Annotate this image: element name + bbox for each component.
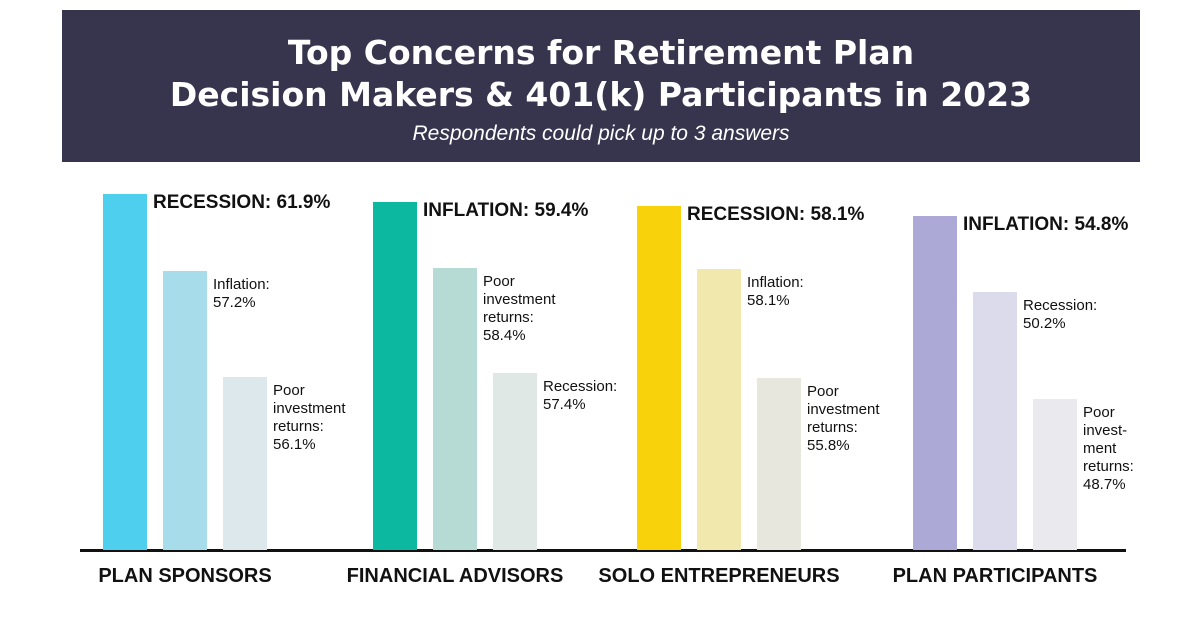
data-label: Inflation: 58.1% — [747, 273, 804, 309]
chart-header: Top Concerns for Retirement Plan Decisio… — [62, 10, 1140, 162]
data-label: INFLATION: 54.8% — [963, 213, 1129, 235]
data-label: Poor invest- ment returns: 48.7% — [1083, 403, 1134, 493]
data-label: INFLATION: 59.4% — [423, 199, 589, 221]
data-label: Poor investment returns: 58.4% — [483, 272, 556, 344]
category-label: FINANCIAL ADVISORS — [346, 565, 564, 587]
data-label: Recession: 50.2% — [1023, 297, 1098, 333]
bar-inflation — [697, 268, 741, 550]
data-label: RECESSION: 61.9% — [153, 192, 331, 214]
data-label: Recession: 57.4% — [543, 377, 618, 413]
data-label: Poor investment returns: 55.8% — [807, 382, 880, 454]
bar-poor-investment-returns — [223, 376, 267, 550]
bar-recession — [637, 205, 681, 550]
bar-recession — [493, 372, 537, 550]
chart-title-line2: Decision Makers & 401(k) Participants in… — [169, 75, 1033, 114]
category-label: PLAN PARTICIPANTS — [892, 565, 1098, 587]
data-label: Inflation: 57.2% — [213, 276, 270, 312]
bar-inflation — [913, 215, 957, 550]
chart-subtitle: Respondents could pick up to 3 answers — [412, 122, 790, 145]
chart-title-line1: Top Concerns for Retirement Plan — [287, 33, 915, 72]
bar-recession — [103, 194, 147, 550]
category-label: PLAN SPONSORS — [98, 565, 272, 587]
x-axis-baseline — [80, 549, 1126, 552]
bar-inflation — [163, 271, 207, 550]
data-label: Poor investment returns: 56.1% — [273, 381, 346, 453]
bar-recession — [973, 292, 1017, 550]
bar-poor-investment-returns — [757, 377, 801, 550]
category-label: SOLO ENTREPRENEURS — [598, 565, 840, 587]
bar-poor-investment-returns — [433, 267, 477, 550]
bar-poor-investment-returns — [1033, 398, 1077, 550]
data-label: RECESSION: 58.1% — [687, 203, 865, 225]
bar-inflation — [373, 201, 417, 550]
